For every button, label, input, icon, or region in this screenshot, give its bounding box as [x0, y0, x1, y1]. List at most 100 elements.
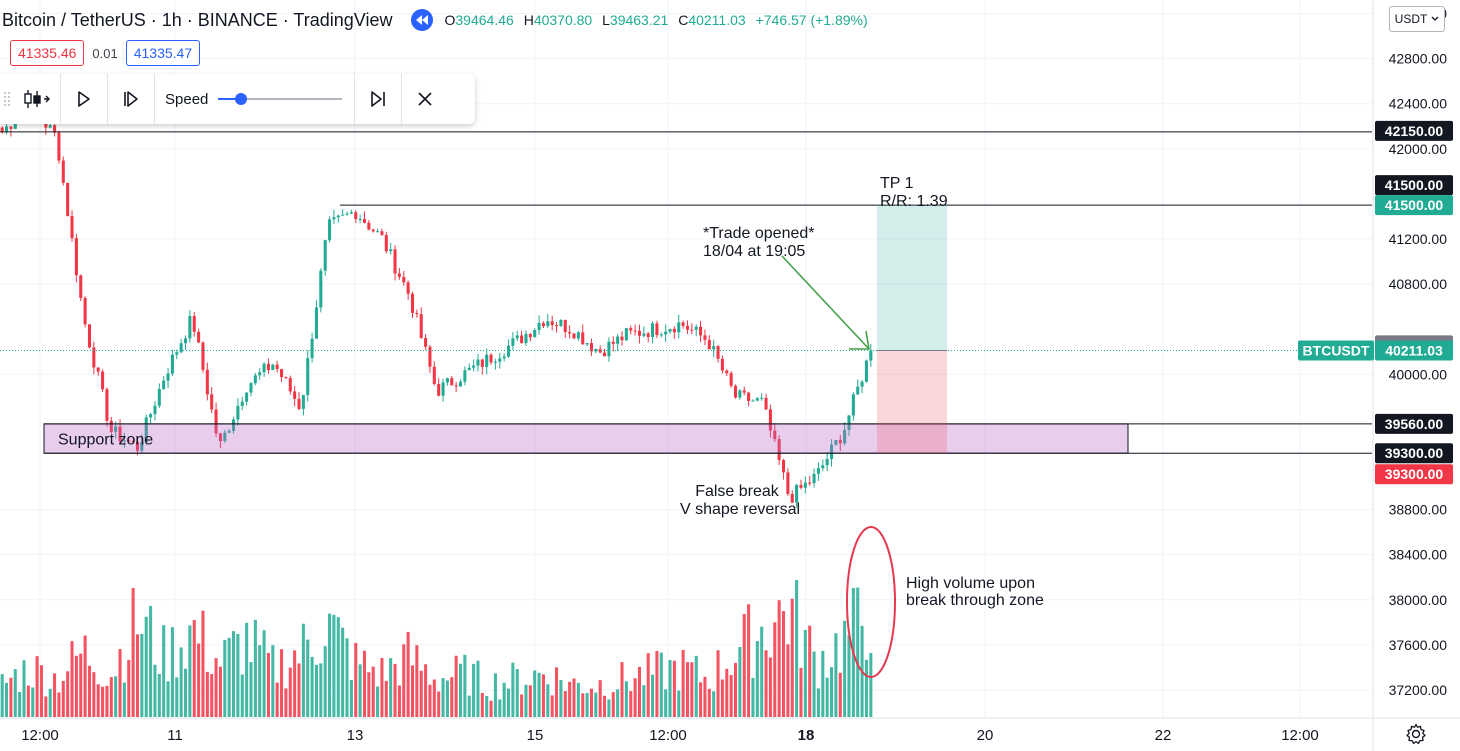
volume-bar — [489, 700, 493, 717]
volume-bar — [830, 667, 834, 717]
volume-bar — [253, 619, 257, 717]
candle-body — [341, 214, 345, 216]
volume-bar — [598, 680, 602, 717]
volume-bar — [271, 645, 275, 717]
candle-body — [92, 347, 96, 368]
volume-bar — [376, 686, 380, 717]
volume-bar — [816, 688, 820, 717]
candle-body — [830, 444, 834, 459]
candle-body — [472, 365, 476, 368]
last-price-tag — [1375, 340, 1453, 361]
volume-bar — [537, 672, 541, 717]
volume-bar — [262, 630, 266, 717]
candle-body — [83, 297, 87, 325]
volume-bar — [768, 657, 772, 717]
volume-bar — [410, 665, 415, 717]
volume-bar — [664, 689, 668, 717]
volume-bar — [581, 693, 585, 717]
candle-body — [271, 364, 275, 371]
candle-body — [367, 222, 371, 230]
candle-body — [742, 390, 746, 393]
candle-body — [197, 331, 201, 343]
play-icon[interactable] — [61, 74, 107, 124]
candle-body — [589, 343, 593, 352]
candle-body — [192, 316, 196, 332]
candles-icon[interactable] — [14, 74, 60, 124]
volume-bar — [389, 658, 393, 717]
volume-bar — [472, 663, 476, 717]
buy-button[interactable]: 41335.47 — [125, 40, 201, 66]
volume-bar — [336, 617, 340, 717]
level-tag-39300-text: 39300.00 — [1385, 445, 1444, 461]
step-forward-icon[interactable] — [108, 74, 154, 124]
volume-bar — [162, 625, 166, 717]
volume-bar — [26, 685, 30, 717]
candle-body — [659, 334, 663, 336]
candle-body — [812, 473, 816, 484]
volume-bar — [668, 660, 672, 717]
volume-bar — [166, 681, 170, 717]
candle-body — [685, 325, 690, 330]
volume-bar — [493, 673, 497, 717]
volume-bar — [764, 650, 768, 717]
speed-slider-knob[interactable] — [234, 93, 247, 105]
time-axis[interactable]: 12:00 11 13 15 12:00 18 20 22 12:00 — [21, 727, 1319, 744]
gear-icon[interactable] — [1404, 722, 1428, 746]
symbol-title[interactable]: Bitcoin / TetherUS · 1h · BINANCE · Trad… — [2, 9, 393, 30]
candle-body — [520, 335, 524, 343]
volume-bar — [18, 691, 22, 717]
candle-body — [262, 363, 266, 373]
volume-bar — [821, 650, 825, 717]
speed-slider[interactable] — [218, 92, 343, 106]
candle-body — [537, 323, 541, 331]
candle-body — [729, 373, 733, 386]
volume-note-line2: break through zone — [906, 592, 1044, 609]
volume-bar — [563, 691, 567, 717]
candle-body — [101, 371, 105, 390]
volume-bar — [603, 695, 607, 717]
candle-body — [179, 343, 183, 353]
candle-body — [616, 336, 620, 344]
candle-body — [389, 249, 393, 252]
volume-bar — [0, 674, 4, 717]
volume-bar — [419, 670, 423, 717]
replay-mode-icon[interactable] — [410, 9, 433, 31]
time-tick: 20 — [977, 727, 994, 744]
volume-bar — [61, 680, 65, 717]
candle-body — [301, 395, 305, 409]
volume-bar — [349, 680, 353, 717]
candle-body — [293, 391, 297, 399]
target-tag-text: 41500.00 — [1385, 197, 1444, 213]
volume-bar — [149, 605, 153, 717]
time-tick: 22 — [1155, 727, 1172, 744]
candle-body — [808, 482, 812, 484]
volume-bar — [140, 633, 144, 717]
volume-bar — [637, 666, 642, 717]
support-zone-label: Support zone — [58, 432, 153, 449]
volume-bar — [306, 639, 310, 717]
volume-bar — [205, 671, 209, 717]
close-icon[interactable] — [402, 74, 448, 124]
speed-label: Speed — [165, 90, 209, 108]
volume-bar — [541, 674, 545, 717]
candle-body — [515, 335, 519, 339]
volume-highlight-ellipse[interactable] — [846, 526, 896, 678]
volume-bar — [555, 667, 559, 717]
volume-bar — [498, 699, 502, 717]
sell-button[interactable]: 41335.46 — [10, 40, 85, 66]
currency-select[interactable]: USDT — [1389, 6, 1445, 32]
volume-bar — [297, 663, 301, 717]
position-target-zone[interactable] — [877, 205, 947, 351]
jump-to-realtime-icon[interactable] — [355, 74, 401, 124]
position-stop-zone[interactable] — [877, 350, 947, 454]
candle-body — [703, 335, 707, 340]
volume-bar — [144, 616, 148, 717]
candle-body — [57, 132, 61, 161]
candle-body — [690, 329, 694, 331]
drag-handle-icon[interactable] — [0, 91, 14, 107]
candle-body — [201, 342, 205, 370]
volume-bar — [685, 662, 690, 717]
support-zone[interactable] — [43, 423, 1129, 454]
candle-body — [188, 316, 192, 339]
